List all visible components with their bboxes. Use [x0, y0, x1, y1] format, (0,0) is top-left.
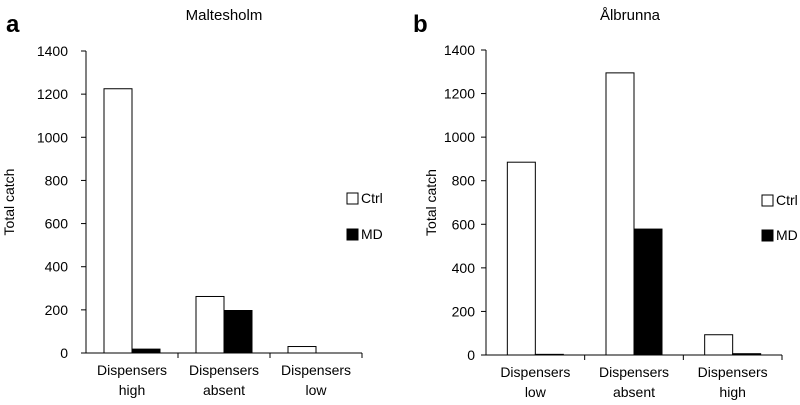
y-tick-label: 800: [45, 172, 69, 188]
y-tick-label: 400: [45, 259, 69, 275]
bar-md-3: [732, 353, 762, 356]
category-label: absent: [613, 384, 655, 400]
bar-md-2: [633, 228, 663, 356]
y-tick-label: 0: [467, 347, 475, 363]
y-tick-label: 1000: [37, 129, 68, 145]
y-tick-label: 0: [60, 345, 68, 361]
legend-swatch-md: [346, 228, 359, 241]
bar-ctrl-1: [103, 88, 133, 354]
legend-swatch-ctrl: [761, 194, 774, 207]
bar-ctrl-1: [506, 161, 536, 356]
legend-label-ctrl: Ctrl: [776, 192, 798, 208]
y-tick-label: 1200: [37, 86, 68, 102]
chart-panel-b: b Ålbrunna Total catch 0 200 400 600 800 1000 120…: [413, 7, 798, 400]
chart-title: Maltesholm: [186, 7, 263, 24]
category-label: absent: [203, 382, 245, 398]
panel-letter: a: [6, 11, 20, 38]
bar-md-1: [131, 348, 161, 354]
category-label: Dispensers: [281, 362, 351, 378]
legend-swatch-ctrl: [346, 192, 359, 205]
category-label: low: [305, 382, 327, 398]
category-label: Dispensers: [500, 364, 570, 380]
category-label: Dispensers: [189, 362, 259, 378]
bar-ctrl-3: [704, 334, 734, 356]
y-tick-label: 800: [452, 173, 476, 189]
y-tick-label: 600: [45, 216, 69, 232]
y-tick-label: 200: [45, 302, 69, 318]
y-tick-label: 1400: [37, 43, 68, 59]
legend-label-md: MD: [776, 227, 798, 243]
y-axis-label: Total catch: [1, 169, 17, 236]
y-tick-label: 1400: [444, 42, 475, 58]
y-tick-label: 200: [452, 303, 476, 319]
panel-letter: b: [413, 11, 428, 38]
category-label: Dispensers: [698, 364, 768, 380]
legend-label-md: MD: [361, 226, 383, 242]
bar-md-2: [223, 310, 253, 354]
bar-md-1: [534, 353, 564, 356]
y-tick-label: 1000: [444, 129, 475, 145]
y-axis-label: Total catch: [423, 169, 439, 236]
category-label: Dispensers: [97, 362, 167, 378]
bar-ctrl-2: [605, 72, 635, 356]
y-tick-label: 600: [452, 216, 476, 232]
legend-swatch-md: [761, 229, 774, 242]
category-label: Dispensers: [599, 364, 669, 380]
chart-panel-a: a Maltesholm Total catch 0 200 400 600 800 1000 1…: [1, 7, 383, 398]
legend-label-ctrl: Ctrl: [361, 190, 383, 206]
y-tick-label: 1200: [444, 86, 475, 102]
y-tick-label: 400: [452, 260, 476, 276]
category-label: high: [719, 384, 745, 400]
category-label: low: [525, 384, 547, 400]
chart-title: Ålbrunna: [600, 7, 661, 24]
bar-ctrl-2: [195, 295, 225, 354]
bar-ctrl-3: [287, 346, 317, 354]
category-label: high: [119, 382, 145, 398]
